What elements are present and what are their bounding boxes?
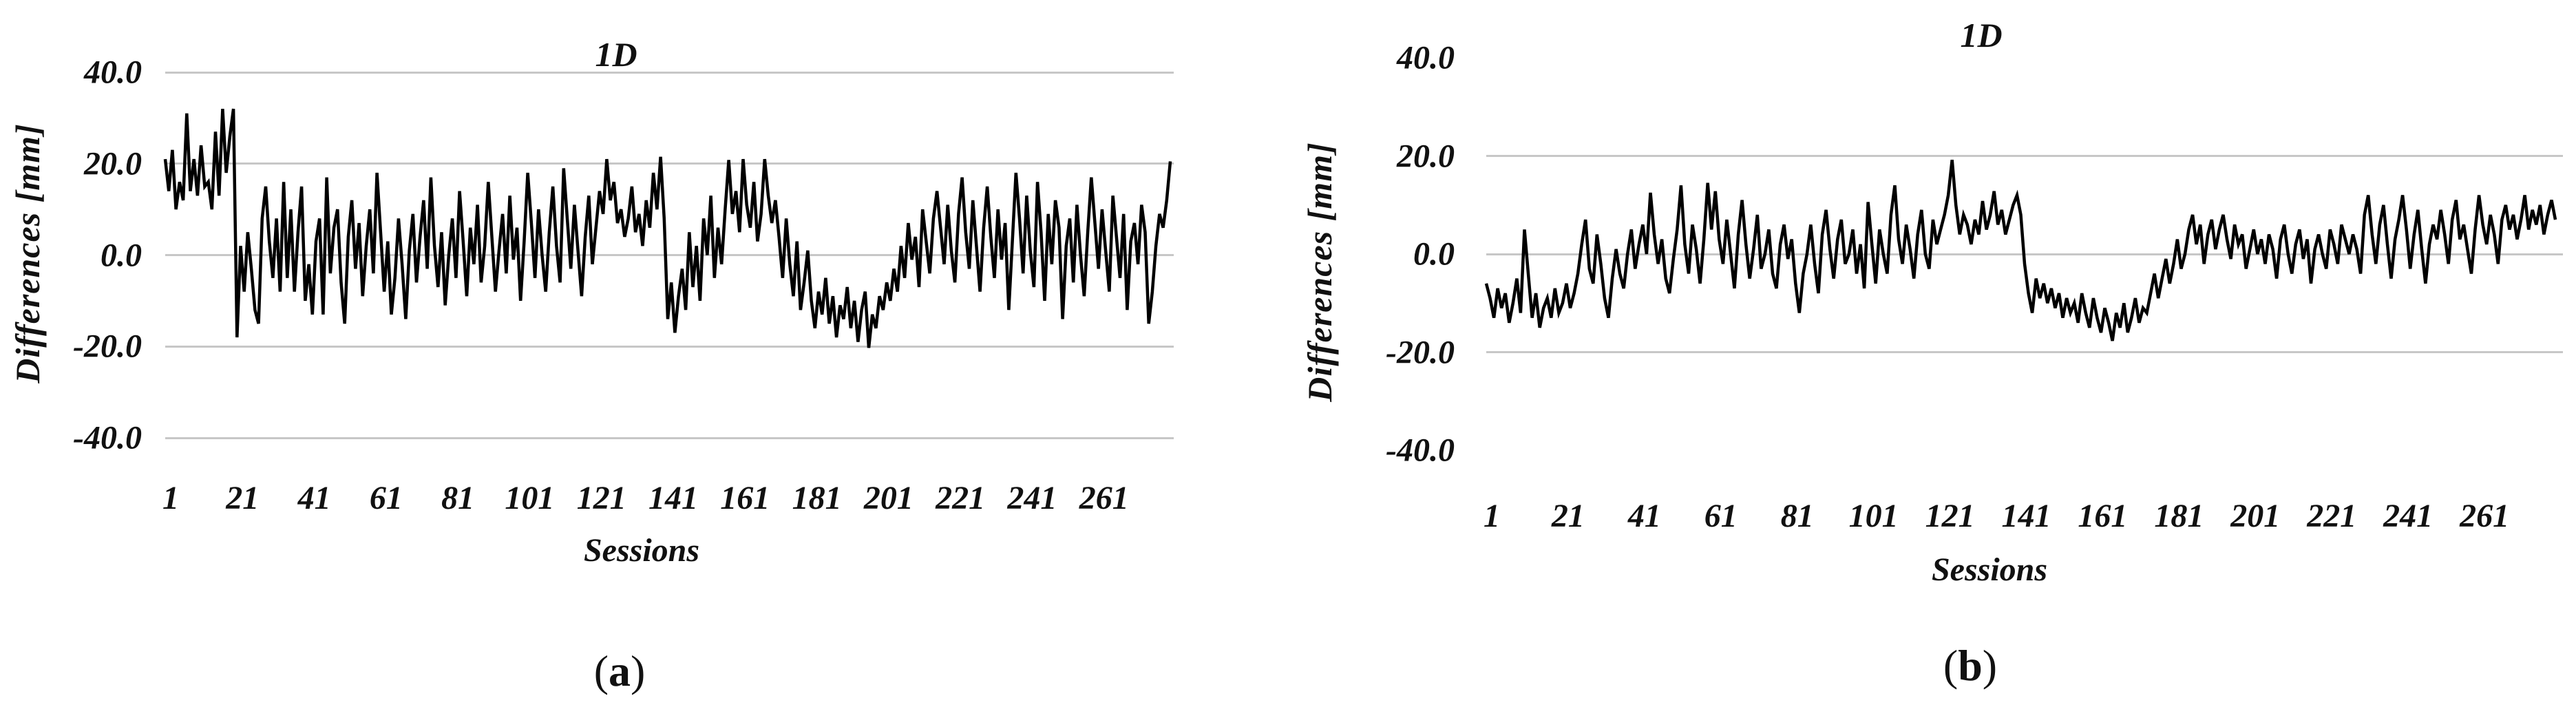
data-series-line (1484, 159, 2557, 341)
gridline (1486, 351, 2563, 353)
x-tick-label: 21 (226, 480, 260, 516)
y-tick-label: 0.0 (101, 237, 142, 273)
x-tick-label: 121 (576, 480, 626, 516)
gridline (165, 436, 1174, 439)
x-tick-label: 181 (792, 480, 842, 516)
x-tick-label: 61 (1704, 498, 1738, 534)
panel-caption: (b) (1943, 641, 1998, 690)
x-tick-label: 81 (441, 480, 475, 516)
gridline (165, 254, 1174, 256)
y-tick-label: 40.0 (84, 54, 142, 91)
gridline (165, 71, 1174, 74)
x-tick-label: 1 (1484, 498, 1500, 534)
y-tick-label: -20.0 (1386, 334, 1455, 370)
y-tick-label: 20.0 (84, 145, 142, 182)
x-tick-label: 201 (863, 480, 914, 516)
gridline (165, 162, 1174, 165)
chart-title: 1D (1960, 16, 2003, 54)
x-tick-label: 161 (720, 480, 770, 516)
x-tick-label: 201 (2230, 498, 2281, 534)
x-tick-label: 161 (2078, 498, 2128, 534)
chart-title: 1D (595, 35, 637, 74)
x-tick-label: 81 (1780, 498, 1814, 534)
x-axis-title: Sessions (1931, 551, 2048, 588)
y-tick-label: -20.0 (73, 328, 142, 365)
x-tick-label: 181 (2154, 498, 2204, 534)
x-tick-label: 41 (297, 480, 331, 516)
y-tick-label: 0.0 (1413, 235, 1455, 273)
x-tick-label: 221 (2307, 498, 2357, 534)
y-tick-label: 40.0 (1397, 39, 1455, 76)
x-tick-label: 141 (2001, 498, 2051, 534)
data-series-line (163, 108, 1172, 348)
x-tick-label: 221 (936, 480, 986, 516)
data-series (163, 108, 1172, 348)
x-tick-label: 101 (1848, 498, 1899, 534)
data-series (1484, 159, 2557, 341)
x-tick-label: 21 (1551, 498, 1585, 534)
x-tick-label: 1 (162, 480, 179, 516)
x-tick-label: 101 (505, 480, 555, 516)
gridline (165, 345, 1174, 348)
gridline (1486, 155, 2563, 157)
x-tick-label: 241 (2383, 498, 2434, 534)
y-tick-label: -40.0 (73, 419, 142, 456)
x-tick-label: 141 (648, 480, 698, 516)
x-axis-title: Sessions (583, 532, 700, 569)
x-tick-label: 61 (369, 480, 403, 516)
x-tick-label: 241 (1007, 480, 1057, 516)
x-tick-label: 261 (1079, 480, 1129, 516)
x-tick-label: 261 (2460, 498, 2510, 534)
panel-caption: (a) (593, 646, 646, 695)
y-tick-label: -40.0 (1386, 432, 1455, 469)
y-tick-label: 20.0 (1397, 138, 1455, 174)
x-tick-label: 41 (1627, 498, 1661, 534)
x-tick-label: 121 (1925, 498, 1975, 534)
